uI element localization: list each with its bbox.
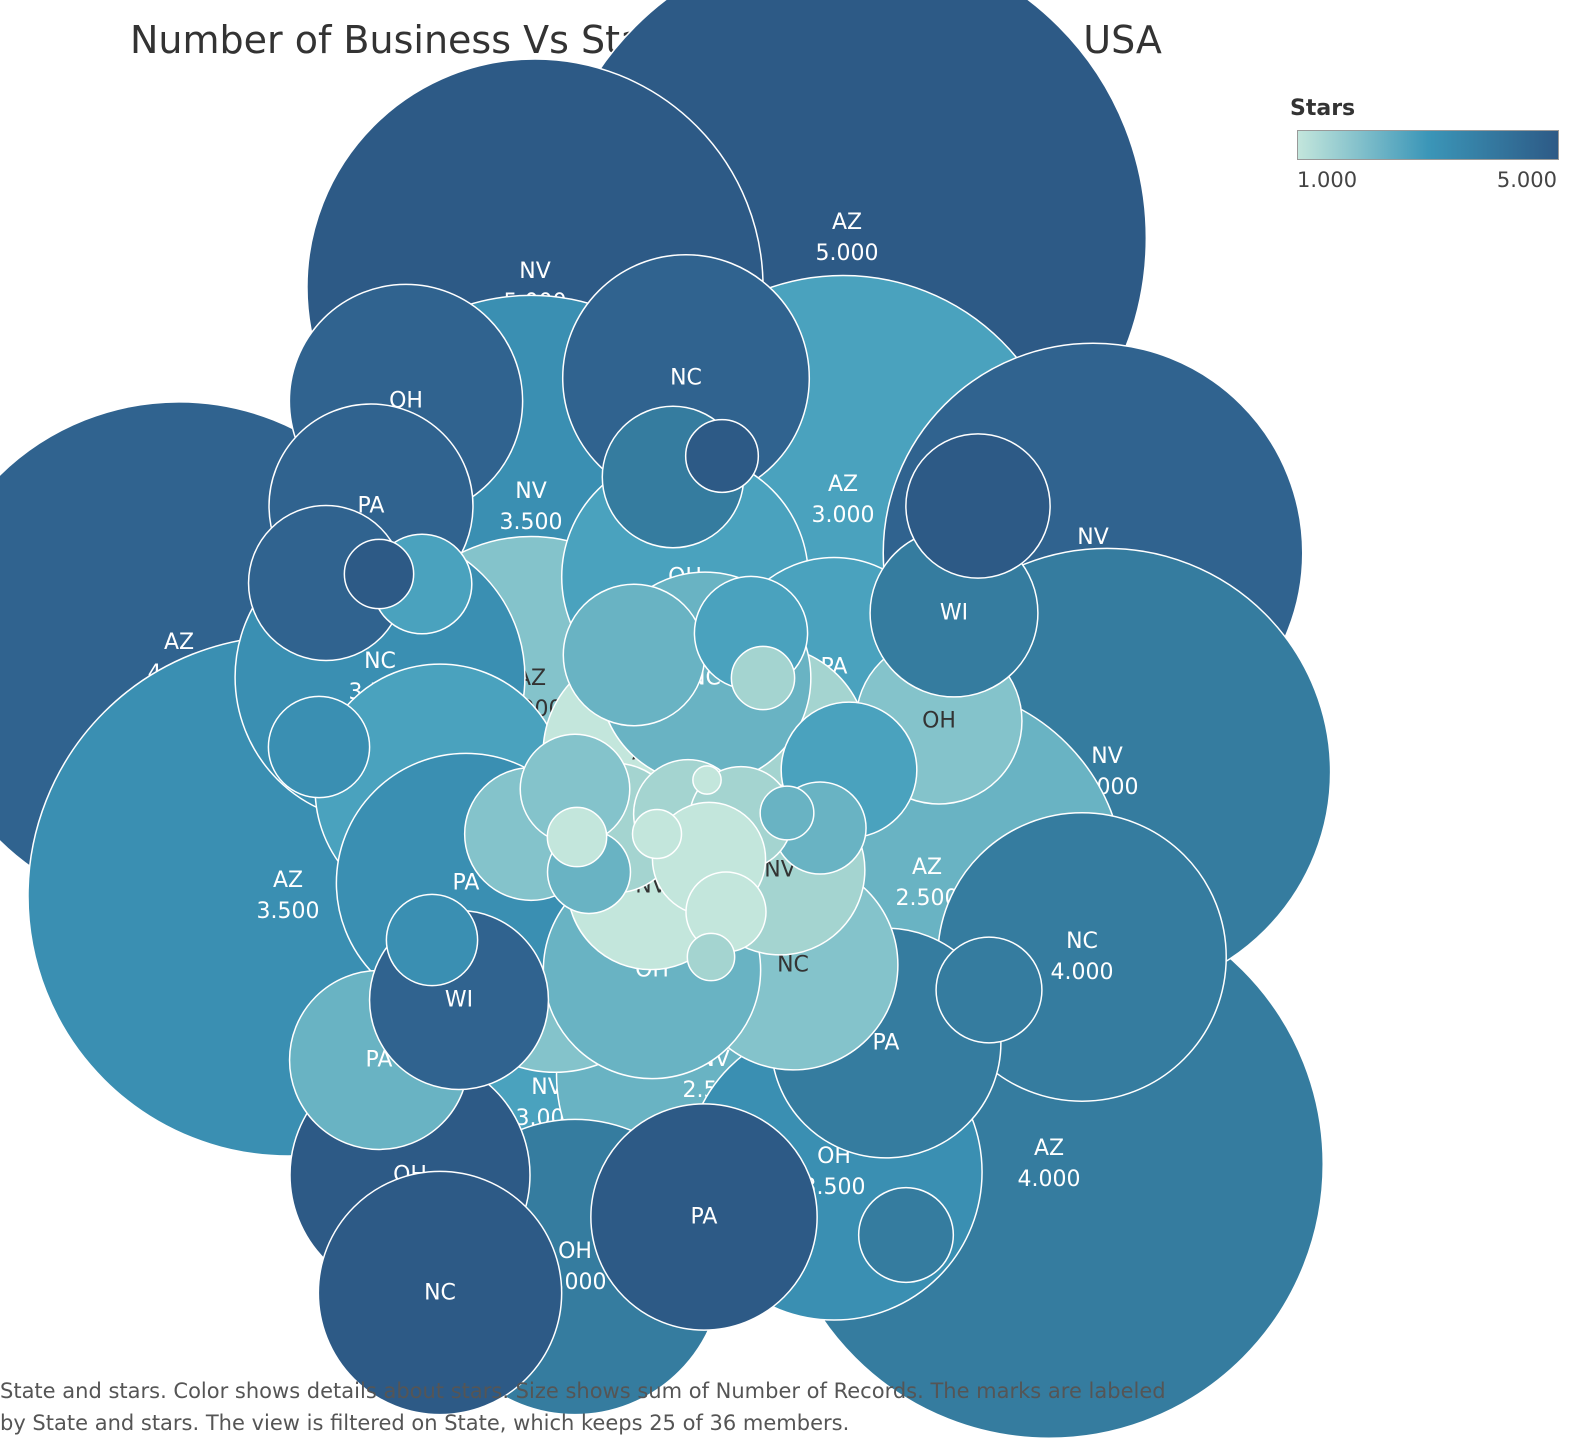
bubble-5[interactable] [343, 538, 415, 610]
bubble-1[interactable] [692, 765, 722, 795]
bubble-circle[interactable] [686, 932, 736, 982]
bubble-circle[interactable] [759, 785, 815, 841]
bubble-state-label: NC [424, 1281, 456, 1306]
bubble-state-label: AZ [828, 472, 858, 497]
bubble-1[interactable] [631, 808, 683, 860]
chart-caption: State and stars. Color shows details abo… [0, 1375, 1300, 1439]
bubble-state-label: WI [445, 988, 473, 1013]
legend-gradient-bar [1297, 130, 1559, 160]
caption-line-1: State and stars. Color shows details abo… [0, 1379, 1166, 1403]
bubble-nc-5[interactable]: NC [317, 1170, 563, 1416]
bubble-state-label: PA [873, 1031, 900, 1056]
bubble-state-label: AZ [1034, 1136, 1064, 1161]
bubble-stars-label: 3.500 [500, 510, 563, 535]
bubble-state-label: NC [777, 953, 809, 978]
bubble-1-5[interactable] [730, 645, 796, 711]
bubble-2-5[interactable] [759, 785, 815, 841]
bubble-circle[interactable] [905, 433, 1051, 579]
bubble-state-label: NV [1077, 525, 1109, 550]
bubble-state-label: AZ [912, 855, 942, 880]
bubble-state-label: OH [922, 709, 956, 734]
bubble-5[interactable] [905, 433, 1051, 579]
legend-title: Stars [1290, 96, 1356, 121]
bubble-state-label: NV [1091, 744, 1123, 769]
bubble-stars-label: 3.000 [812, 503, 875, 528]
color-legend: Stars 1.000 5.000 [1290, 96, 1560, 196]
bubble-state-label: NV [519, 259, 551, 284]
bubble-state-label: AZ [832, 210, 862, 235]
bubble-circle[interactable] [546, 806, 608, 868]
bubble-stars-label: 4.000 [1018, 1167, 1081, 1192]
bubble-stars-label: 3.500 [257, 899, 320, 924]
bubble-3-5[interactable] [385, 893, 479, 987]
bubble-stars-label: 5.000 [816, 241, 879, 266]
bubble-circle[interactable] [343, 538, 415, 610]
bubble-stars-label: 4.000 [1051, 960, 1114, 985]
bubble-circle[interactable] [857, 1186, 955, 1284]
bubble-circle[interactable] [562, 583, 706, 727]
bubble-5[interactable] [684, 418, 760, 494]
bubble-2-5[interactable] [562, 583, 706, 727]
bubble-1[interactable] [546, 806, 608, 868]
bubble-circle[interactable] [730, 645, 796, 711]
bubble-4[interactable] [857, 1186, 955, 1284]
legend-min-label: 1.000 [1297, 168, 1358, 192]
bubble-state-label: NC [364, 649, 396, 674]
bubble-state-label: AZ [273, 868, 303, 893]
bubble-4[interactable] [935, 936, 1043, 1044]
bubble-pa-5[interactable]: PA [590, 1103, 818, 1331]
bubble-circle[interactable] [317, 1170, 563, 1416]
bubble-state-label: PA [691, 1205, 718, 1230]
bubble-state-label: AZ [164, 630, 194, 655]
bubble-state-label: WI [940, 601, 968, 626]
legend-max-label: 5.000 [1496, 168, 1557, 192]
bubble-circle[interactable] [267, 695, 371, 799]
caption-line-2: by State and stars. The view is filtered… [0, 1411, 850, 1435]
bubble-circle[interactable] [684, 418, 760, 494]
bubble-circle[interactable] [590, 1103, 818, 1331]
bubble-circle[interactable] [935, 936, 1043, 1044]
bubble-3-5[interactable] [267, 695, 371, 799]
bubble-1-5[interactable] [686, 932, 736, 982]
bubble-circle[interactable] [631, 808, 683, 860]
bubble-state-label: OH [558, 1239, 592, 1264]
bubble-state-label: NC [1066, 929, 1098, 954]
bubble-state-label: NC [670, 366, 702, 391]
bubble-circle[interactable] [692, 765, 722, 795]
bubble-state-label: PA [453, 871, 480, 896]
bubble-state-label: NV [515, 479, 547, 504]
bubble-circle[interactable] [385, 893, 479, 987]
